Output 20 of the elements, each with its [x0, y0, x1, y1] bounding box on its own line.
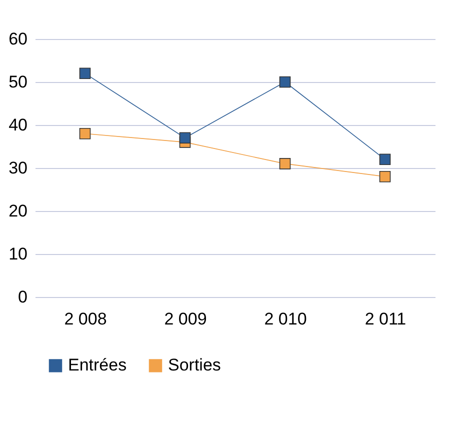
- point: [179, 132, 191, 144]
- point: [279, 76, 291, 88]
- y-tick-label: 30: [8, 158, 28, 178]
- y-tick-label: 10: [8, 244, 28, 264]
- y-tick-label: 40: [8, 116, 28, 134]
- legend-label: Entrées: [68, 356, 127, 375]
- point: [379, 154, 391, 166]
- x-tick-label: 2 008: [64, 310, 107, 328]
- legend-label: Sorties: [168, 356, 221, 375]
- x-tick-label: 2 009: [164, 310, 207, 328]
- y-tick-label: 50: [8, 72, 28, 92]
- point: [379, 170, 391, 182]
- point: [79, 68, 91, 80]
- x-tick-label: 2 010: [264, 310, 307, 328]
- x-tick-label: 2 011: [364, 310, 406, 328]
- y-tick-label: 20: [8, 202, 28, 220]
- point: [79, 128, 91, 140]
- y-tick-label: 0: [18, 288, 28, 306]
- y-tick-label: 60: [8, 30, 28, 48]
- point: [279, 158, 291, 170]
